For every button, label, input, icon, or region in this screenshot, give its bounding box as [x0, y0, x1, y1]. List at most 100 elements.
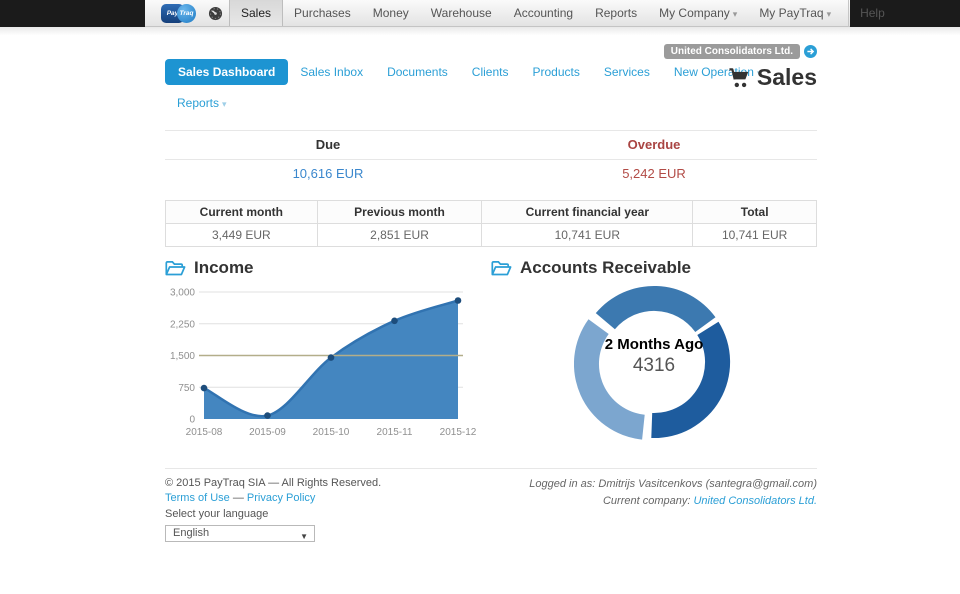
income-chart-section: Income 0 750 1,500 2,250 3,000 2015-08 2015-09… — [165, 258, 491, 447]
language-select-label: Select your language — [165, 507, 269, 520]
page-title: Sales — [664, 64, 817, 91]
footer-links: Terms of Use — Privacy Policy — [165, 491, 381, 506]
svg-text:3,000: 3,000 — [170, 288, 195, 299]
donut-slice-right — [651, 321, 731, 439]
nav-item-reports[interactable]: Reports — [595, 6, 638, 20]
stats-value-current-month: 3,449 EUR — [165, 223, 318, 247]
nav-divider — [848, 0, 850, 27]
company-badge: United Consolidators Ltd. — [663, 44, 800, 59]
svg-text:2,250: 2,250 — [170, 319, 195, 330]
due-value-link[interactable]: 10,616 EUR — [292, 166, 364, 181]
current-company-label: Current company: — [602, 494, 691, 507]
due-overdue-value-row: 10,616 EUR 5,242 EUR — [165, 160, 817, 188]
svg-text:2015-09: 2015-09 — [249, 427, 286, 438]
income-area-chart[interactable]: 0 750 1,500 2,250 3,000 2015-08 2015-09 2015-10… — [165, 282, 477, 440]
stats-header-previous-month: Previous month — [316, 200, 483, 224]
top-navigation-bar: Pay Traq Sales Purchases Money Warehouse… — [0, 0, 960, 27]
privacy-policy-link[interactable]: Privacy Policy — [246, 492, 316, 505]
nav-item-sales[interactable]: Sales — [229, 0, 284, 26]
current-company-link[interactable]: United Consolidators Ltd. — [693, 494, 817, 507]
open-folder-icon — [491, 260, 512, 277]
tab-products[interactable]: Products — [532, 65, 580, 79]
chevron-down-icon: ▾ — [756, 68, 762, 78]
stats-table-header-row: Current month Previous month Current fin… — [165, 200, 817, 224]
paytraq-logo[interactable]: Pay Traq — [161, 3, 198, 24]
copyright-text: © 2015 PayTraq SIA — All Rights Reserved… — [165, 477, 382, 489]
page-header-right: United Consolidators Ltd. — [663, 44, 817, 91]
chevron-down-icon: ▾ — [732, 9, 738, 19]
donut-slice-left — [573, 319, 645, 440]
svg-text:2015-11: 2015-11 — [377, 427, 413, 438]
nav-item-my-paytraq[interactable]: My PayTraq ▾ — [748, 0, 842, 26]
tab-documents[interactable]: Documents — [387, 65, 448, 79]
footer-links-separator: — — [232, 492, 244, 505]
svg-text:2015-10: 2015-10 — [313, 427, 350, 438]
tab-reports[interactable]: Reports ▾ — [177, 91, 239, 115]
charts-row: Income 0 750 1,500 2,250 3,000 2015-08 2015-09… — [165, 258, 817, 447]
tab-sales-inbox[interactable]: Sales Inbox — [300, 65, 364, 79]
stats-header-current-month: Current month — [165, 200, 318, 224]
page-title-text: Sales — [756, 64, 817, 90]
page-footer: © 2015 PayTraq SIA — All Rights Reserved… — [165, 468, 817, 543]
stats-header-total: Total — [692, 200, 817, 224]
due-overdue-header-row: Due Overdue — [165, 131, 817, 160]
tab-services[interactable]: Services — [603, 65, 650, 79]
select-caret-icon: ▼ — [300, 532, 308, 542]
current-company-line: Current company: United Consolidators Lt… — [529, 493, 817, 510]
main-content: United Consolidators Ltd. — [165, 34, 817, 543]
tabs-row-1: Sales Dashboard Sales Inbox Documents Cl… — [165, 59, 817, 85]
due-label: Due — [315, 137, 341, 152]
receivables-donut-wrap: 2 Months Ago 4316 — [573, 282, 734, 447]
svg-text:1,500: 1,500 — [170, 351, 195, 362]
svg-text:2015-08: 2015-08 — [186, 427, 223, 438]
shopping-cart-icon — [728, 67, 750, 88]
paytraq-logo-traq: Traq — [177, 3, 196, 23]
nav-item-purchases[interactable]: Purchases — [294, 6, 351, 20]
svg-text:750: 750 — [178, 383, 195, 394]
stats-table-value-row: 3,449 EUR 2,851 EUR 10,741 EUR 10,741 EU… — [165, 223, 817, 247]
receivables-title-text: Accounts Receivable — [520, 258, 692, 277]
tab-sales-dashboard[interactable]: Sales Dashboard — [165, 59, 289, 85]
company-badge-row: United Consolidators Ltd. — [663, 44, 817, 59]
chevron-down-icon: ▾ — [826, 9, 832, 19]
nav-item-accounting[interactable]: Accounting — [513, 6, 574, 20]
donut-slice-top — [595, 285, 716, 332]
nav-item-money[interactable]: Money — [372, 6, 409, 20]
stats-header-financial-year: Current financial year — [481, 200, 694, 224]
stats-value-financial-year: 10,741 EUR — [481, 223, 694, 247]
overdue-label: Overdue — [627, 137, 681, 152]
top-navigation-inner: Pay Traq Sales Purchases Money Warehouse… — [145, 0, 885, 27]
tab-clients[interactable]: Clients — [471, 65, 509, 79]
due-overdue-summary: Due Overdue 10,616 EUR 5,242 EUR — [165, 130, 817, 188]
income-title-text: Income — [194, 258, 254, 277]
language-select-value: English — [173, 527, 210, 540]
top-navigation-right: My Company ▾ My PayTraq ▾ Help — [648, 0, 902, 27]
navbar-shadow-strip — [0, 27, 960, 35]
tab-reports-label: Reports — [177, 96, 220, 110]
footer-right: Logged in as: Dmitrijs Vasitcenkovs (san… — [529, 476, 817, 542]
nav-item-my-company[interactable]: My Company ▾ — [648, 0, 748, 26]
income-section-title: Income — [165, 258, 491, 278]
language-select[interactable]: English ▼ — [165, 525, 315, 543]
nav-item-help[interactable]: Help — [860, 6, 885, 20]
stats-value-previous-month: 2,851 EUR — [316, 223, 483, 247]
overdue-value-link[interactable]: 5,242 EUR — [622, 166, 686, 181]
footer-left: © 2015 PayTraq SIA — All Rights Reserved… — [165, 476, 382, 543]
stats-value-total: 10,741 EUR — [692, 223, 817, 247]
open-folder-icon — [165, 260, 186, 277]
receivables-chart-section: Accounts Receivable 2 Months Ago 4316 — [491, 258, 817, 447]
receivables-donut-chart[interactable] — [573, 282, 734, 442]
switch-company-icon[interactable] — [804, 45, 817, 58]
terms-of-use-link[interactable]: Terms of Use — [165, 492, 230, 505]
nav-item-warehouse[interactable]: Warehouse — [430, 6, 492, 20]
logged-in-text: Logged in as: Dmitrijs Vasitcenkovs (san… — [529, 478, 817, 490]
dashboard-gauge-icon[interactable] — [208, 6, 223, 21]
sales-stats-table: Current month Previous month Current fin… — [165, 200, 817, 247]
tabs-row-2: Reports ▾ — [165, 91, 817, 115]
svg-text:0: 0 — [189, 415, 195, 426]
receivables-section-title: Accounts Receivable — [491, 258, 817, 278]
nav-item-my-company-label: My Company — [659, 6, 730, 20]
svg-text:2015-12: 2015-12 — [440, 427, 477, 438]
chevron-down-icon: ▾ — [222, 99, 227, 109]
